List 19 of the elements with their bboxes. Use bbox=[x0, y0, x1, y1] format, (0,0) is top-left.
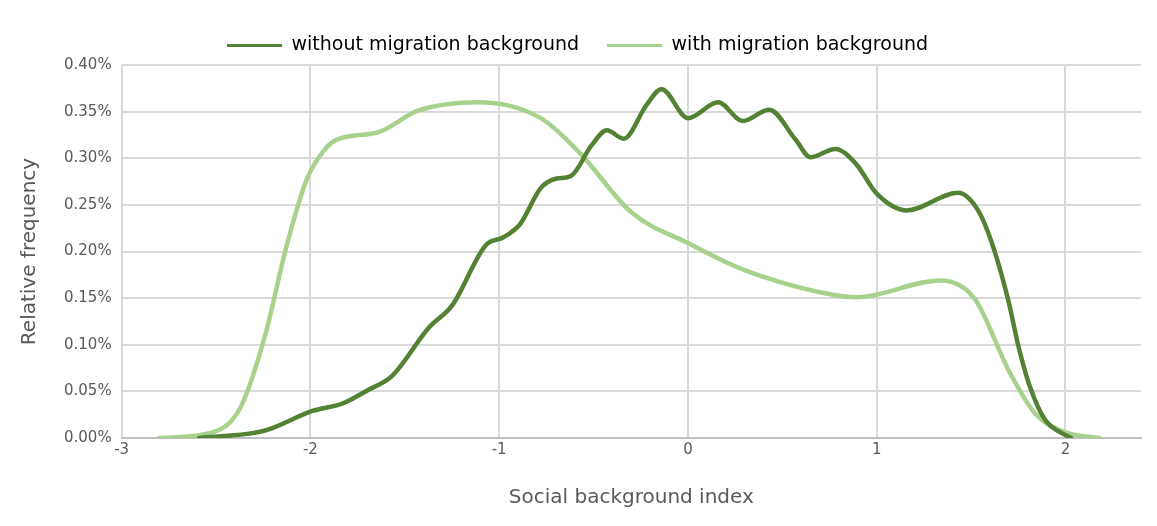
y-tick-label: 0.30% bbox=[64, 148, 112, 167]
legend-label: with migration background bbox=[671, 32, 929, 55]
y-tick-label: 0.35% bbox=[64, 101, 112, 120]
y-tick-label: 0.00% bbox=[64, 427, 112, 446]
y-axis-title: Relative frequency bbox=[16, 157, 41, 346]
x-axis-title: Social background index bbox=[508, 484, 754, 509]
y-tick-label: 0.15% bbox=[64, 288, 112, 307]
x-tick-label: -2 bbox=[302, 439, 318, 458]
x-tick-label: -3 bbox=[114, 439, 130, 458]
x-tick-label: -1 bbox=[491, 439, 507, 458]
x-tick-label: 2 bbox=[1060, 439, 1071, 458]
y-tick-label: 0.25% bbox=[64, 194, 112, 213]
x-tick-label: 1 bbox=[871, 439, 882, 458]
y-tick-label: 0.10% bbox=[64, 334, 112, 353]
y-tick-label: 0.05% bbox=[64, 381, 112, 400]
x-tick-label: 0 bbox=[683, 439, 693, 458]
legend-label: without migration background bbox=[291, 32, 580, 55]
y-tick-label: 0.40% bbox=[64, 54, 112, 73]
y-tick-label: 0.20% bbox=[64, 241, 112, 260]
